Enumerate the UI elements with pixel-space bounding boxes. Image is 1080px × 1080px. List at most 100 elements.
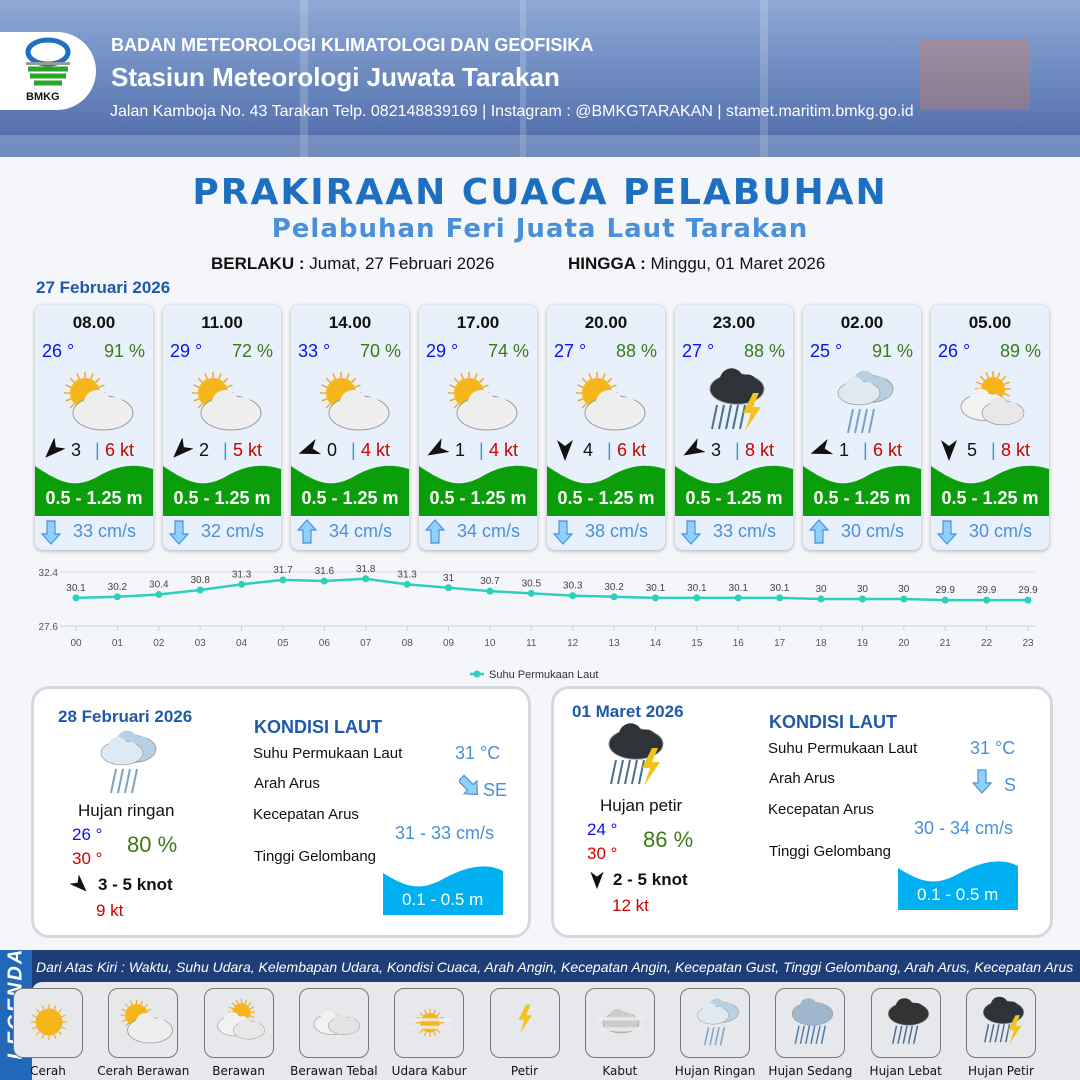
data-label: 30.1 [729, 583, 749, 594]
legend: LEGENDA Dari Atas Kiri : Waktu, Suhu Uda… [0, 948, 1080, 1080]
x-tick-label: 17 [774, 638, 786, 649]
legend-icon-box [108, 988, 179, 1058]
data-point [403, 580, 411, 588]
data-label: 30 [898, 584, 910, 595]
wave-shape [291, 465, 409, 516]
wind-direction-icon [681, 438, 706, 462]
x-tick-label: 11 [526, 638, 537, 649]
card-wave-height: 0.5 - 1.25 m [941, 488, 1039, 508]
data-point [569, 592, 577, 600]
legend-label: Suhu Permukaan Laut [489, 669, 598, 681]
legend-label: Hujan Sedang [768, 1064, 853, 1078]
separator: | [735, 440, 740, 460]
card-temperature: 33 ° [298, 341, 331, 361]
wave-shape [803, 465, 921, 516]
wave-shape [675, 465, 793, 516]
current-direction-label: Arah Arus [254, 775, 320, 792]
card-humidity: 88 % [615, 341, 657, 361]
wave-height-value: 0.1 - 0.5 m [917, 885, 999, 904]
hujan-lebat-icon [887, 998, 929, 1044]
x-tick-label: 07 [360, 638, 372, 649]
logo-text: BMKG [26, 91, 60, 103]
card-time: 11.00 [201, 313, 243, 332]
card-time: 08.00 [72, 313, 116, 332]
card-humidity: 91 % [871, 341, 913, 361]
forecast-card: 23.00 27 ° 88 % 3 | 8 kt 0.5 - 1.25 m 33… [675, 305, 793, 550]
card-current-speed: 30 cm/s [969, 521, 1033, 541]
x-tick-label: 08 [402, 638, 414, 649]
separator: | [991, 440, 996, 460]
data-point [983, 596, 991, 604]
x-tick-label: 00 [70, 638, 82, 649]
x-tick-label: 20 [898, 638, 910, 649]
panel-wind-speed: 3 - 5 knot [98, 875, 173, 894]
card-gust: 6 kt [873, 440, 903, 460]
weather-icon [567, 367, 647, 437]
card-temperature: 27 ° [554, 341, 587, 361]
header-banner: BMKG BADAN METEOROLOGI KLIMATOLOGI DAN G… [0, 0, 1080, 157]
x-tick-label: 04 [236, 638, 248, 649]
hujan-petir-icon [608, 723, 664, 786]
current-direction-icon [680, 519, 702, 545]
legend-icon-box [489, 988, 560, 1058]
separator: | [607, 440, 612, 460]
card-wind-speed: 1 [839, 440, 850, 460]
data-point [651, 594, 659, 602]
card-gust: 4 kt [489, 440, 519, 460]
cerah-berawan-icon [64, 372, 134, 431]
panel-temp-max: 30 ° [587, 844, 618, 863]
panel-condition: Hujan petir [600, 796, 683, 815]
wind-direction-icon [553, 438, 577, 462]
cerah-berawan-icon [448, 372, 518, 431]
hujan-ringan-icon [100, 730, 157, 794]
separator: | [95, 440, 100, 460]
page-subtitle: Pelabuhan Feri Juata Laut Tarakan [271, 214, 809, 244]
card-wave-height: 0.5 - 1.25 m [557, 488, 655, 508]
legend-description: Dari Atas Kiri : Waktu, Suhu Udara, Kele… [36, 959, 1074, 975]
current-direction-label: Arah Arus [769, 770, 835, 787]
data-point [155, 591, 163, 598]
berawan-icon [960, 371, 1025, 426]
card-gust: 5 kt [233, 440, 263, 460]
x-tick-label: 18 [815, 638, 827, 649]
current-speed-value: 31 - 33 cm/s [395, 823, 495, 843]
card-gust: 4 kt [361, 440, 391, 460]
data-point [196, 586, 204, 594]
x-tick-label: 15 [691, 638, 703, 649]
card-temperature: 29 ° [170, 341, 203, 361]
card-time: 02.00 [840, 313, 884, 332]
data-point [858, 595, 866, 603]
wave-shape [419, 465, 537, 516]
card-gust: 8 kt [1001, 440, 1031, 460]
card-wave-height: 0.5 - 1.25 m [429, 488, 527, 508]
legend-label: Hujan Ringan [674, 1064, 756, 1078]
daily-forecast-panel: 28 Februari 2026 Hujan ringan 26 ° 30 ° … [31, 686, 531, 938]
data-point [238, 580, 246, 588]
legend-label: Petir [510, 1064, 539, 1078]
data-label: 31.3 [232, 569, 252, 580]
data-label: 30.1 [687, 583, 707, 594]
data-point [1024, 596, 1032, 604]
valid-to: HINGGA : Minggu, 01 Maret 2026 [568, 254, 825, 274]
data-label: 30 [857, 584, 869, 595]
data-label: 30 [815, 584, 827, 595]
weather-icon [823, 367, 903, 437]
legend-label: Berawan Tebal [290, 1064, 378, 1078]
card-wave-height: 0.5 - 1.25 m [301, 488, 399, 508]
page-title: PRAKIRAAN CUACA PELABUHAN [192, 172, 888, 213]
wave-height-label: Tinggi Gelombang [769, 843, 892, 860]
wind-direction-icon [937, 438, 961, 462]
hujan-petir-icon [709, 368, 765, 431]
data-point [320, 577, 328, 585]
card-wind-speed: 1 [455, 440, 466, 460]
data-label: 29.9 [1018, 585, 1038, 596]
card-time: 17.00 [456, 313, 500, 332]
card-wave-height: 0.5 - 1.25 m [173, 488, 271, 508]
org-name: BADAN METEOROLOGI KLIMATOLOGI DAN GEOFIS… [111, 35, 594, 55]
card-wind-speed: 5 [967, 440, 978, 460]
current-speed-label: Kecepatan Arus [253, 806, 359, 823]
panel-weather-icon [86, 727, 166, 802]
legend-label: Hujan Lebat [869, 1064, 942, 1078]
sst-value: 31 °C [455, 743, 501, 763]
panel-gust: 12 kt [612, 896, 649, 915]
